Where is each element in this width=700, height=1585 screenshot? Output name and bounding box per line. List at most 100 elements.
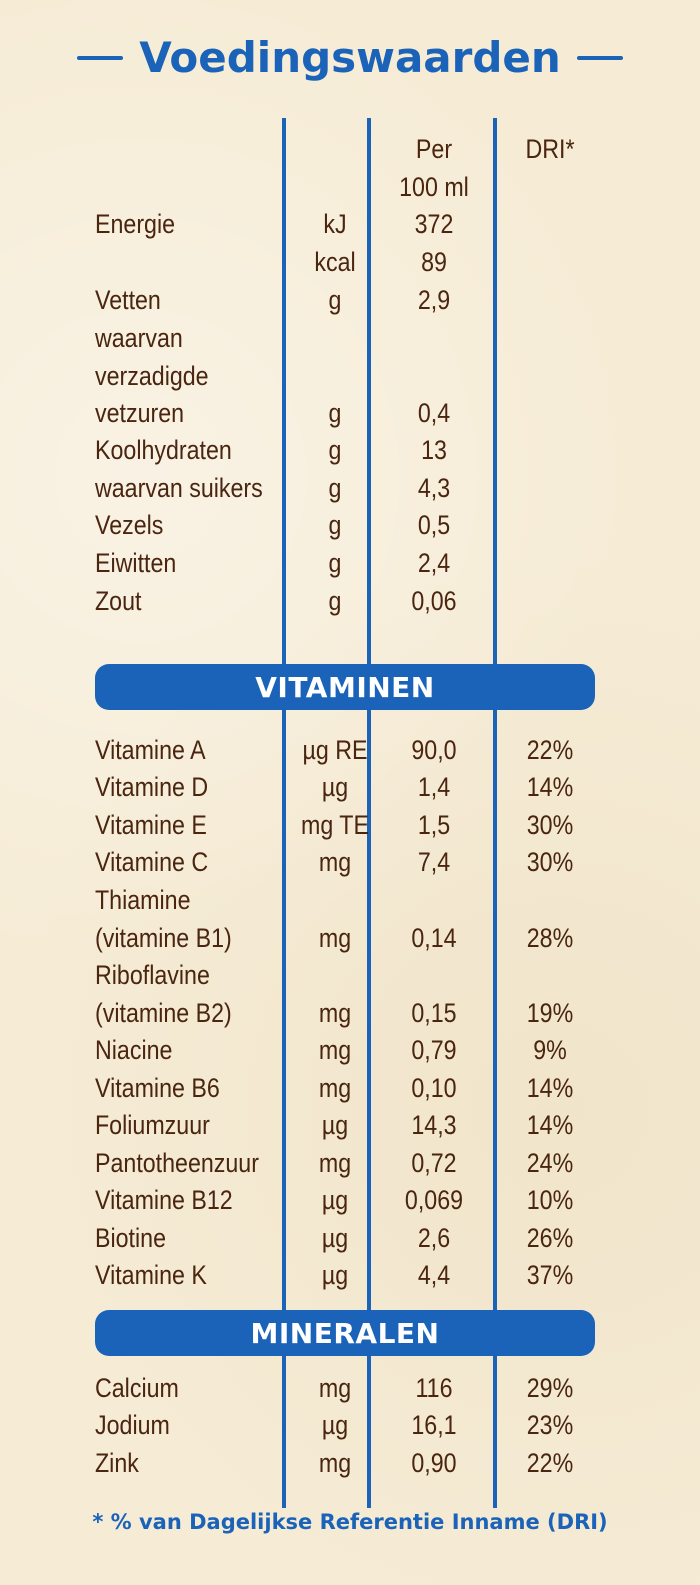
row-value-pantotheenzuur: 0,72 [411,1148,457,1178]
row-dri-riboflavine: 19% [526,998,574,1028]
row-dri-vitamine-e: 30% [526,810,574,840]
row-unit-zout: g [328,586,342,616]
row-value-foliumzuur: 14,3 [411,1110,457,1140]
row-label-vezels: Vezels [95,510,164,540]
row-unit-energie-kcal: kcal [314,247,356,277]
row-label-vitamine-a: Vitamine A [95,735,206,765]
row-value-vitamine-b6: 0,10 [411,1073,457,1103]
row-label-energie: Energie [95,209,176,239]
title-dash-left [77,56,124,60]
footnote: * % van Dagelijkse Referentie Inname (DR… [92,1510,608,1534]
row-unit-biotine: µg [321,1223,349,1253]
row-value-vitamine-c: 7,4 [417,847,451,877]
row-unit-thiamine: mg [318,923,352,953]
row-dri-pantotheenzuur: 24% [526,1148,574,1178]
row-unit-vetten: g [328,285,342,315]
row-value-biotine: 2,6 [417,1223,451,1253]
row-unit-foliumzuur: µg [321,1110,349,1140]
row-label-zout: Zout [95,586,142,616]
page-title: Voedingswaarden [139,33,561,82]
row-unit-vitamine-k: µg [321,1260,349,1290]
row-label-riboflavine-2: (vitamine B2) [95,998,232,1028]
minerals-banner: MINERALEN [95,1310,595,1356]
row-value-vitamine-b12: 0,069 [404,1185,464,1215]
row-label-zink: Zink [95,1448,139,1478]
row-value-thiamine: 0,14 [411,923,457,953]
row-label-vitamine-k: Vitamine K [95,1260,207,1290]
minerals-title: MINERALEN [250,1316,440,1350]
row-label-koolhydraten: Koolhydraten [95,435,232,465]
row-value-koolhydraten: 13 [421,435,447,465]
row-dri-biotine: 26% [526,1223,574,1253]
row-label-verzadigd-3: vetzuren [95,398,185,428]
row-dri-vitamine-c: 30% [526,847,574,877]
row-unit-suikers: g [328,473,342,503]
row-value-energie-kcal: 89 [421,247,447,277]
column-divider-1 [282,118,286,1508]
row-value-eiwitten: 2,4 [417,548,451,578]
vitamins-title: VITAMINEN [255,670,435,704]
row-unit-vitamine-b12: µg [321,1185,349,1215]
title-area: Voedingswaarden [0,28,700,88]
row-unit-vezels: g [328,510,342,540]
row-value-zink: 0,90 [411,1448,457,1478]
row-label-niacine: Niacine [95,1035,173,1065]
row-value-riboflavine: 0,15 [411,998,457,1028]
row-label-eiwitten: Eiwitten [95,548,177,578]
row-dri-vitamine-d: 14% [526,772,574,802]
row-unit-zink: mg [318,1448,352,1478]
row-value-niacine: 0,79 [411,1035,457,1065]
row-dri-vitamine-b12: 10% [526,1185,574,1215]
row-value-zout: 0,06 [411,586,457,616]
header-dri: DRI* [525,134,575,164]
row-label-vitamine-c: Vitamine C [95,847,209,877]
row-unit-vitamine-e: mg TE [301,810,369,840]
row-label-suikers: waarvan suikers [95,473,263,503]
row-value-vitamine-d: 1,4 [417,772,451,802]
row-unit-pantotheenzuur: mg [318,1148,352,1178]
row-dri-vitamine-k: 37% [526,1260,574,1290]
row-unit-vitamine-d: µg [321,772,349,802]
row-unit-calcium: mg [318,1373,352,1403]
row-unit-riboflavine: mg [318,998,352,1028]
row-label-vitamine-b12: Vitamine B12 [95,1185,233,1215]
row-label-riboflavine-1: Riboflavine [95,960,210,990]
row-unit-koolhydraten: g [328,435,342,465]
vitamins-banner: VITAMINEN [95,664,595,710]
header-per-unit: 100 ml [399,172,469,202]
row-dri-thiamine: 28% [526,923,574,953]
row-unit-jodium: µg [321,1410,349,1440]
row-label-jodium: Jodium [95,1410,170,1440]
row-label-calcium: Calcium [95,1373,179,1403]
row-value-energie-kj: 372 [414,209,454,239]
row-label-vitamine-e: Vitamine E [95,810,207,840]
row-value-vetten: 2,9 [417,285,451,315]
row-dri-zink: 22% [526,1448,574,1478]
row-value-jodium: 16,1 [411,1410,457,1440]
title-dash-right [576,56,623,60]
row-label-pantotheenzuur: Pantotheenzuur [95,1148,259,1178]
row-value-vezels: 0,5 [417,510,451,540]
row-dri-vitamine-a: 22% [526,735,574,765]
row-value-suikers: 4,3 [417,473,451,503]
row-dri-vitamine-b6: 14% [526,1073,574,1103]
row-label-foliumzuur: Foliumzuur [95,1110,210,1140]
row-unit-eiwitten: g [328,548,342,578]
row-label-vitamine-d: Vitamine D [95,772,209,802]
column-divider-2 [367,118,371,1508]
row-label-thiamine-1: Thiamine [95,885,191,915]
row-unit-niacine: mg [318,1035,352,1065]
column-divider-3 [493,118,497,1508]
row-unit-energie-kj: kJ [323,209,347,239]
row-dri-calcium: 29% [526,1373,574,1403]
row-label-biotine: Biotine [95,1223,167,1253]
row-unit-vitamine-b6: mg [318,1073,352,1103]
row-unit-vitamine-c: mg [318,847,352,877]
row-label-vetten: Vetten [95,285,161,315]
row-value-vitamine-e: 1,5 [417,810,451,840]
row-unit-vitamine-a: µg RE [302,735,368,765]
row-label-verzadigd-1: waarvan [95,323,183,353]
row-dri-niacine: 9% [533,1035,567,1065]
row-label-verzadigd-2: verzadigde [95,361,209,391]
row-value-calcium: 116 [415,1373,453,1403]
